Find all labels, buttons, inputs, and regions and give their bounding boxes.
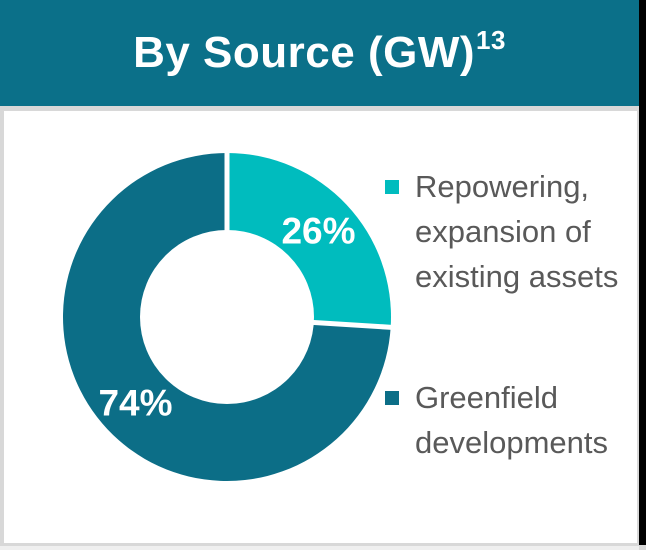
- slice-percentage-label-0: 26%: [281, 211, 355, 252]
- legend-item-repowering: Repowering, expansion of existing assets: [385, 164, 640, 299]
- right-edge-strip: [639, 0, 646, 545]
- legend-item-greenfield: Greenfield developments: [385, 375, 640, 465]
- donut-chart: 26% 74%: [63, 152, 392, 481]
- chart-title: By Source (GW)13: [133, 25, 506, 78]
- footnote-marker: 13: [476, 25, 506, 56]
- legend-swatch-repowering-icon: [385, 180, 399, 194]
- legend-label-repowering: Repowering, expansion of existing assets: [415, 169, 619, 294]
- donut-hole: [140, 230, 314, 404]
- bottom-edge-strip: [0, 546, 639, 550]
- legend-label-greenfield: Greenfield developments: [415, 380, 609, 460]
- slice-percentage-label-1: 74%: [98, 382, 172, 423]
- chart-card: 26% 74% Repowering, expansion of existing…: [4, 111, 637, 543]
- legend-swatch-greenfield-icon: [385, 391, 399, 405]
- chart-header-banner: By Source (GW)13: [0, 0, 639, 106]
- chart-title-text: By Source (GW): [133, 28, 475, 77]
